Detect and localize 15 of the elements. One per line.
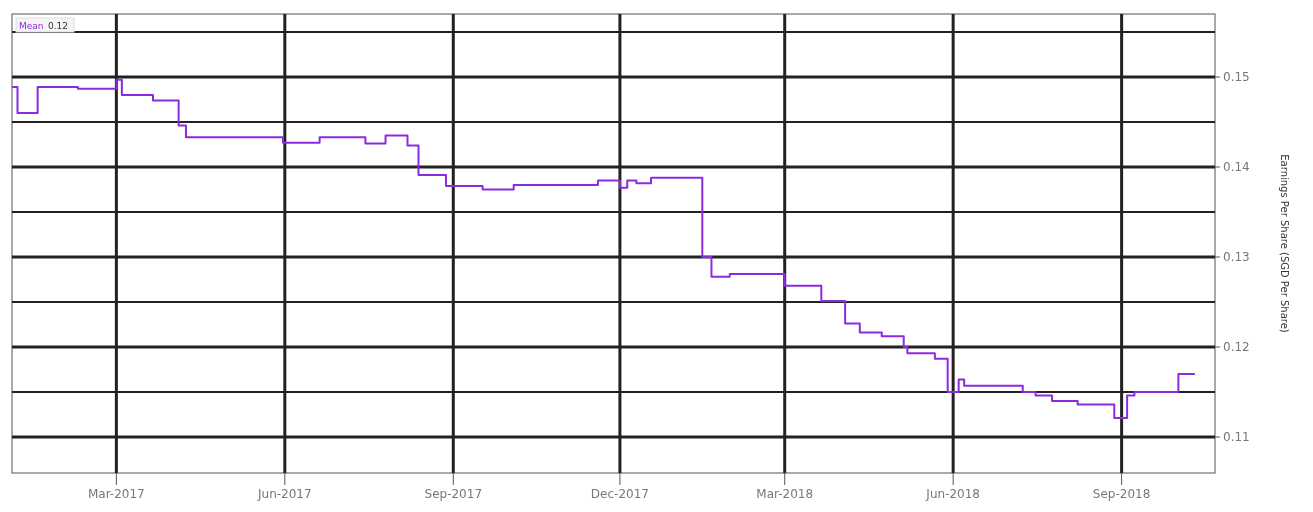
x-tick-label: Mar-2017 <box>87 487 145 501</box>
y2-axis-title: Earnings Per Share (SGD Per Share) <box>1279 154 1290 333</box>
x-tick-label: Jun-2018 <box>925 487 980 501</box>
x-tick-label: Jun-2017 <box>257 487 312 501</box>
x-tick-label: Sep-2018 <box>1092 487 1151 501</box>
y2-tick-label: 0.15 <box>1223 70 1250 84</box>
annotation: 0.12 <box>48 21 69 31</box>
y2-tick-label: 0.14 <box>1223 160 1250 174</box>
y2-tick-label: 0.12 <box>1223 340 1250 354</box>
text: Mean <box>19 21 44 31</box>
x-tick-label: Dec-2017 <box>590 487 649 501</box>
x-tick-label: Mar-2018 <box>756 487 814 501</box>
y2-tick-label: 0.11 <box>1223 430 1250 444</box>
y2-tick-label: 0.13 <box>1223 250 1250 264</box>
x-tick-label: Sep-2017 <box>424 487 483 501</box>
